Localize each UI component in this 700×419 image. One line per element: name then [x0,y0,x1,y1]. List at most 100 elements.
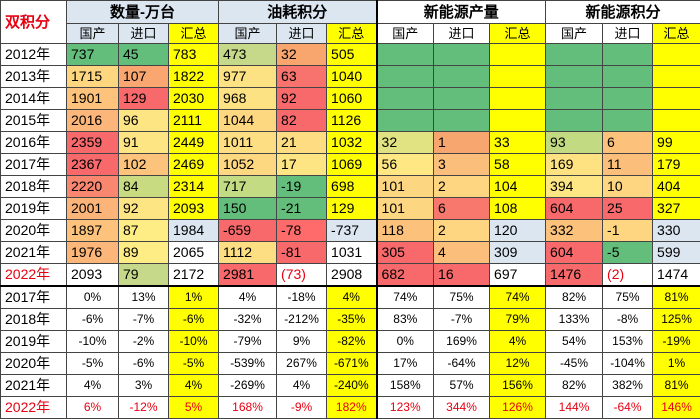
table-cell: 12% [490,353,546,375]
table-cell: 107 [119,66,169,88]
table-cell: 309 [490,242,546,264]
table-cell: 4% [169,375,219,397]
row-year-label: 2022年 [1,264,67,287]
table-cell: -79% [219,331,277,353]
table-cell [434,88,490,110]
table-cell: 2367 [67,154,119,176]
table-cell: 156% [490,375,546,397]
table-cell: 599 [653,242,700,264]
table-cell: 99 [653,132,700,154]
table-cell: 2 [434,220,490,242]
table-cell: 129 [327,198,377,220]
table-cell: 91 [119,132,169,154]
table-cell: 1% [169,286,219,309]
table-cell: 4% [277,375,327,397]
row-year-label: 2019年 [1,198,67,220]
table-cell: 1715 [67,66,119,88]
growth-row: 2018年-6%-7%-6%-32%-212%-35%83%-7%79%133%… [1,309,700,331]
table-cell: -21 [277,198,327,220]
table-cell: 45 [119,44,169,66]
table-cell: 2220 [67,176,119,198]
table-cell: -35% [327,309,377,331]
growth-row: 2019年-10%-2%-10%-79%9%-82%0%169%4%54%153… [1,331,700,353]
table-cell [434,66,490,88]
table-cell: 57% [434,375,490,397]
table-cell [546,44,603,66]
table-cell [434,110,490,132]
table-cell: 1901 [67,88,119,110]
table-cell [603,88,653,110]
table-cell [434,44,490,66]
table-cell: 1126 [327,110,377,132]
table-cell: 1474 [653,264,700,287]
table-cell: 344% [434,397,490,419]
table-cell: -5% [67,353,119,375]
table-cell: 2314 [169,176,219,198]
table-cell: 1897 [67,220,119,242]
table-cell: 604 [546,198,603,220]
table-cell: 168% [219,397,277,419]
table-cell: 327 [653,198,700,220]
table-cell: -1 [603,220,653,242]
table-cell: 54% [546,331,603,353]
table-cell: 108 [490,198,546,220]
table-cell: 2030 [169,88,219,110]
table-cell: 129 [119,88,169,110]
group-header-fuel-credits: 油耗积分 [219,1,377,24]
row-year-label: 2014年 [1,88,67,110]
table-cell: 11 [603,154,653,176]
group-header-row: 双积分 数量-万台 油耗积分 新能源产量 新能源积分 [1,1,700,24]
table-cell: 2469 [169,154,219,176]
table-cell: 717 [219,176,277,198]
sub-header-cell: 进口 [434,24,490,44]
table-cell: 1011 [219,132,277,154]
table-cell: 10 [603,176,653,198]
table-cell: -6% [119,353,169,375]
table-cell: 9% [277,331,327,353]
table-cell [546,88,603,110]
sub-header-cell: 汇总 [169,24,219,44]
table-cell: 783 [169,44,219,66]
row-year-label: 2017年 [1,154,67,176]
table-cell: 32 [377,132,434,154]
table-cell: 25 [603,198,653,220]
table-cell [546,66,603,88]
sub-header-cell: 进口 [277,24,327,44]
table-cell: 330 [653,220,700,242]
row-year-label: 2015年 [1,110,67,132]
table-cell: 4% [490,331,546,353]
table-cell: 267% [277,353,327,375]
table-cell: 146% [653,397,700,419]
table-cell: -32% [219,309,277,331]
table-cell: 13% [119,286,169,309]
table-cell: 126% [490,397,546,419]
table-cell: 89 [119,242,169,264]
table-cell: -539% [219,353,277,375]
sub-header-cell: 国产 [377,24,434,44]
table-cell: 2001 [67,198,119,220]
table-cell [377,44,434,66]
table-cell: 2908 [327,264,377,287]
growth-row: 2020年-5%-6%-5%-539%267%-671%17%-64%12%-4… [1,353,700,375]
table-cell: 63 [277,66,327,88]
row-year-label: 2022年 [1,397,67,419]
table-cell: 1040 [327,66,377,88]
row-year-label: 2020年 [1,220,67,242]
table-cell: 153% [603,331,653,353]
table-cell [490,66,546,88]
table-cell: -78 [277,220,327,242]
table-cell: 17 [277,154,327,176]
row-year-label: 2012年 [1,44,67,66]
row-year-label: 2020年 [1,353,67,375]
table-cell: (73) [277,264,327,287]
row-year-label: 2018年 [1,309,67,331]
table-cell: -6% [67,309,119,331]
table-cell: 158% [377,375,434,397]
table-cell: 82% [546,375,603,397]
table-cell: -269% [219,375,277,397]
sub-header-cell: 国产 [546,24,603,44]
table-cell: -19% [653,331,700,353]
